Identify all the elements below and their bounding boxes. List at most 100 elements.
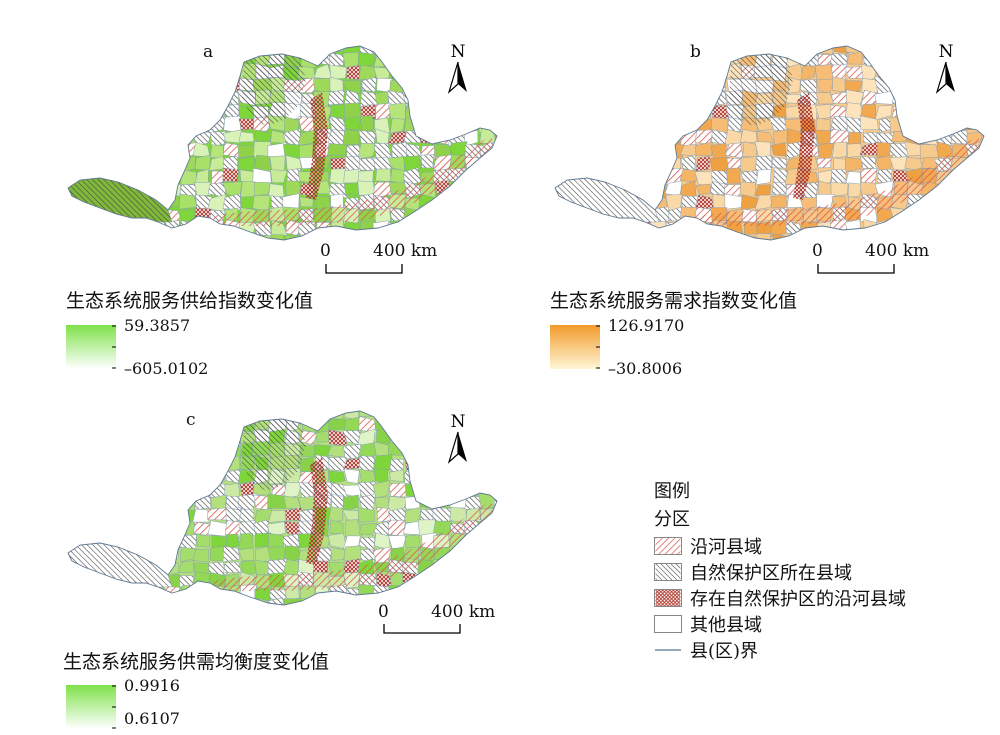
county-polygon bbox=[694, 141, 713, 157]
county-polygon bbox=[417, 104, 436, 120]
county-polygon bbox=[162, 480, 182, 498]
scale-bar-line bbox=[817, 264, 895, 274]
county-polygon bbox=[481, 234, 497, 240]
county-polygon bbox=[208, 432, 225, 445]
county-polygon bbox=[177, 429, 197, 446]
county-polygon bbox=[133, 415, 151, 432]
county-polygon bbox=[327, 143, 348, 156]
color-ramp bbox=[66, 325, 116, 369]
county-polygon bbox=[769, 46, 789, 55]
county-polygon bbox=[118, 246, 136, 250]
county-polygon bbox=[406, 430, 423, 446]
county-polygon bbox=[68, 470, 76, 484]
county-polygon bbox=[435, 223, 452, 234]
county-polygon bbox=[162, 495, 183, 510]
county-polygon bbox=[162, 46, 183, 56]
county-polygon bbox=[591, 143, 610, 157]
county-polygon bbox=[178, 480, 197, 498]
county-polygon bbox=[342, 128, 361, 145]
county-polygon bbox=[150, 183, 164, 198]
county-polygon bbox=[132, 168, 153, 185]
county-polygon bbox=[192, 223, 212, 236]
county-polygon bbox=[432, 115, 453, 133]
county-polygon bbox=[711, 232, 730, 240]
river-corridor bbox=[210, 501, 496, 591]
county-polygon bbox=[480, 66, 495, 80]
county-polygon bbox=[68, 221, 76, 236]
county-polygon bbox=[148, 78, 167, 95]
county-polygon bbox=[555, 234, 564, 240]
county-polygon bbox=[404, 598, 422, 605]
county-polygon bbox=[68, 432, 77, 445]
county-polygon bbox=[623, 65, 639, 80]
western-reserve-hatch bbox=[68, 543, 172, 587]
county-polygon bbox=[391, 50, 407, 67]
county-polygon bbox=[668, 232, 684, 240]
county-polygon bbox=[465, 235, 483, 240]
county-polygon bbox=[450, 223, 465, 237]
legend-item-label: 自然保护区所在县域 bbox=[690, 563, 852, 584]
county-polygon bbox=[91, 51, 107, 67]
county-polygon bbox=[477, 520, 497, 537]
hatch-swatch-river bbox=[654, 537, 682, 555]
county-polygon bbox=[136, 128, 151, 146]
county-polygon bbox=[418, 64, 438, 78]
county-polygon bbox=[74, 142, 91, 160]
county-polygon bbox=[620, 93, 640, 107]
county-polygon bbox=[754, 194, 775, 210]
county-polygon bbox=[608, 232, 621, 240]
county-polygon bbox=[478, 76, 497, 93]
county-polygon bbox=[72, 130, 92, 146]
county-polygon bbox=[68, 51, 78, 67]
county-polygon bbox=[358, 507, 375, 523]
county-polygon bbox=[950, 169, 967, 183]
county-polygon bbox=[252, 167, 272, 184]
county-polygon bbox=[742, 247, 759, 250]
county-polygon bbox=[555, 129, 565, 147]
county-polygon bbox=[575, 46, 592, 52]
county-polygon bbox=[118, 612, 136, 615]
county-polygon bbox=[905, 210, 922, 223]
county-polygon bbox=[829, 52, 848, 66]
county-polygon bbox=[373, 66, 391, 80]
county-polygon bbox=[493, 470, 497, 483]
county-polygon bbox=[651, 115, 669, 132]
county-polygon bbox=[104, 611, 122, 615]
county-polygon bbox=[222, 167, 239, 183]
county-polygon bbox=[68, 597, 75, 605]
county-polygon bbox=[949, 207, 968, 223]
county-polygon bbox=[740, 170, 760, 184]
north-arrow-icon: N bbox=[447, 412, 467, 464]
county-polygon bbox=[920, 104, 936, 121]
county-polygon bbox=[650, 232, 667, 240]
county-polygon bbox=[950, 246, 967, 250]
county-polygon bbox=[562, 129, 577, 146]
yellow-river-basin-map[interactable] bbox=[60, 40, 510, 250]
county-polygon bbox=[102, 411, 123, 419]
county-polygon bbox=[725, 235, 742, 240]
yellow-river-basin-map[interactable] bbox=[60, 405, 510, 615]
county-polygon bbox=[481, 248, 496, 250]
county-polygon bbox=[712, 249, 726, 250]
county-polygon bbox=[117, 64, 135, 80]
county-polygon bbox=[466, 536, 483, 550]
county-polygon bbox=[270, 46, 288, 53]
county-polygon bbox=[477, 168, 497, 186]
county-polygon bbox=[164, 430, 180, 446]
county-polygon bbox=[493, 585, 497, 601]
county-polygon bbox=[463, 560, 483, 576]
county-polygon bbox=[117, 154, 136, 172]
county-polygon bbox=[196, 76, 210, 94]
county-polygon bbox=[327, 506, 344, 525]
yellow-river-basin-map[interactable] bbox=[547, 40, 997, 250]
county-polygon bbox=[329, 232, 346, 240]
county-polygon bbox=[576, 209, 594, 224]
county-polygon bbox=[725, 247, 742, 250]
county-polygon bbox=[300, 598, 317, 605]
river-reserve-corridor bbox=[793, 92, 815, 200]
county-polygon bbox=[89, 468, 107, 485]
county-polygon bbox=[118, 50, 135, 69]
county-polygon bbox=[391, 141, 407, 159]
county-polygon bbox=[133, 507, 153, 525]
county-polygon bbox=[357, 180, 375, 196]
